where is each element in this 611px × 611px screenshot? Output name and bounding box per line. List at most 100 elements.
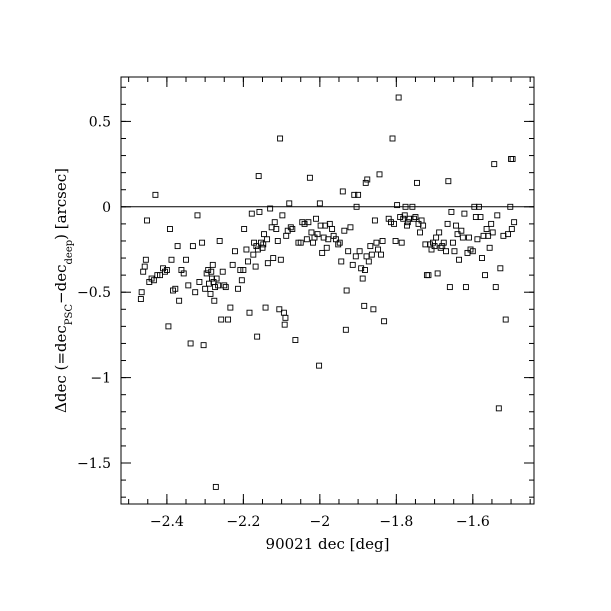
data-point: [252, 263, 259, 270]
data-point: [250, 251, 257, 258]
data-point: [292, 337, 299, 343]
data-point: [276, 306, 283, 313]
x-tick-label: −1.8: [379, 514, 413, 530]
data-point: [494, 212, 501, 219]
data-point: [352, 253, 359, 260]
data-point: [303, 236, 310, 243]
data-point: [207, 290, 214, 297]
data-point: [398, 239, 405, 246]
data-point: [256, 208, 263, 215]
data-point: [459, 234, 466, 241]
data-point: [431, 243, 438, 250]
data-point: [166, 226, 173, 232]
data-point: [264, 236, 271, 243]
data-point: [271, 219, 278, 226]
y-axis-label-sub1: PSC: [64, 304, 75, 326]
data-point: [446, 284, 453, 291]
data-point: [282, 314, 289, 321]
data-point: [365, 258, 372, 265]
data-point: [404, 222, 410, 229]
data-point: [508, 156, 515, 162]
data-point: [394, 202, 401, 209]
data-point: [349, 261, 356, 268]
data-point: [456, 256, 462, 263]
data-point: [368, 251, 375, 258]
x-tick-label: −2.4: [150, 514, 184, 530]
data-point: [507, 203, 514, 210]
data-point: [364, 176, 371, 183]
data-point: [160, 265, 167, 272]
y-tick-label: −1: [90, 371, 111, 387]
data-point: [212, 483, 219, 490]
data-point: [363, 253, 370, 260]
data-point: [144, 217, 150, 224]
data-point: [273, 226, 280, 232]
x-tick-label: −1.6: [456, 514, 490, 530]
data-point: [464, 249, 471, 256]
data-point: [443, 248, 449, 255]
data-point: [267, 205, 274, 212]
data-point: [359, 275, 366, 282]
data-point: [361, 302, 368, 309]
data-point: [341, 227, 348, 234]
data-point: [216, 238, 223, 244]
y-axis-label-sub2: deep: [64, 240, 75, 265]
data-point: [451, 248, 458, 255]
data-point: [410, 215, 417, 222]
data-point: [310, 239, 316, 246]
data-point: [202, 285, 209, 292]
data-point: [185, 282, 192, 289]
data-point: [469, 248, 476, 255]
data-point: [237, 267, 244, 273]
data-point: [375, 246, 381, 253]
data-point: [371, 217, 378, 224]
data-point: [402, 203, 409, 210]
data-point: [162, 268, 168, 275]
data-point: [482, 272, 489, 279]
data-point: [339, 188, 346, 195]
y-tick-label: 0.5: [89, 114, 111, 130]
data-point: [301, 220, 308, 227]
data-point: [168, 256, 175, 263]
data-point: [412, 214, 419, 221]
data-point: [259, 244, 266, 251]
x-tick-labels: −2.4 −2.2 −2 −1.8 −1.6: [150, 514, 490, 530]
data-point: [142, 256, 149, 263]
data-point: [370, 306, 377, 313]
data-point: [418, 217, 425, 224]
y-axis-label: Δdec (=decPSC−decdeep) [arcsec]: [52, 168, 75, 413]
data-point: [462, 284, 469, 291]
data-point: [235, 285, 241, 292]
data-point: [511, 219, 518, 226]
data-point: [479, 255, 485, 261]
data-point: [305, 219, 312, 226]
data-point: [495, 405, 502, 412]
data-point: [277, 135, 284, 142]
data-point: [254, 333, 261, 340]
y-tick-label: −1.5: [77, 456, 111, 472]
data-point: [497, 265, 504, 272]
data-point: [277, 256, 284, 263]
data-point: [183, 256, 189, 263]
data-point: [208, 268, 215, 275]
data-point: [174, 243, 181, 250]
data-point: [335, 241, 342, 248]
data-point: [308, 229, 315, 236]
data-point: [367, 243, 374, 250]
data-point: [187, 340, 194, 347]
data-point: [180, 270, 187, 277]
data-point: [314, 231, 321, 238]
data-point: [338, 258, 345, 265]
data-point: [440, 239, 447, 246]
data-point: [445, 178, 452, 185]
data-point: [196, 279, 203, 285]
y-axis-label-mid: −dec: [52, 265, 70, 304]
x-tick-label: −2: [310, 514, 331, 530]
data-point: [423, 272, 430, 279]
data-point: [454, 231, 461, 238]
data-point: [243, 246, 250, 253]
data-point: [391, 220, 397, 227]
data-point: [425, 272, 432, 279]
data-point: [439, 243, 446, 250]
data-point: [165, 323, 172, 330]
